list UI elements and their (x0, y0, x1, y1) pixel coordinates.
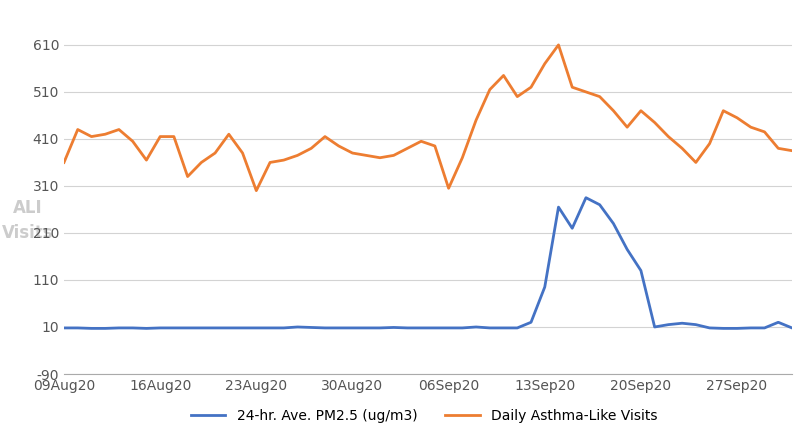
Daily Asthma-Like Visits (251, 188, 261, 193)
Daily Asthma-Like Visits (554, 42, 563, 48)
24-hr. Ave. PM2.5 (ug/m3) (59, 325, 69, 330)
Legend: 24-hr. Ave. PM2.5 (ug/m3), Daily Asthma-Like Visits: 24-hr. Ave. PM2.5 (ug/m3), Daily Asthma-… (185, 403, 663, 429)
Daily Asthma-Like Visits (498, 73, 508, 78)
24-hr. Ave. PM2.5 (ug/m3) (567, 226, 577, 231)
24-hr. Ave. PM2.5 (ug/m3) (498, 325, 508, 330)
Line: 24-hr. Ave. PM2.5 (ug/m3): 24-hr. Ave. PM2.5 (ug/m3) (64, 198, 792, 328)
Daily Asthma-Like Visits (581, 89, 590, 95)
24-hr. Ave. PM2.5 (ug/m3) (471, 324, 481, 330)
Daily Asthma-Like Visits (183, 174, 193, 179)
24-hr. Ave. PM2.5 (ug/m3) (348, 325, 358, 330)
Daily Asthma-Like Visits (513, 94, 522, 99)
Daily Asthma-Like Visits (348, 150, 358, 156)
24-hr. Ave. PM2.5 (ug/m3) (197, 325, 206, 330)
24-hr. Ave. PM2.5 (ug/m3) (581, 195, 590, 200)
Text: ALI
Visits: ALI Visits (2, 198, 54, 242)
Line: Daily Asthma-Like Visits: Daily Asthma-Like Visits (64, 45, 792, 191)
Daily Asthma-Like Visits (787, 148, 797, 153)
Daily Asthma-Like Visits (471, 117, 481, 123)
24-hr. Ave. PM2.5 (ug/m3) (787, 325, 797, 330)
24-hr. Ave. PM2.5 (ug/m3) (86, 326, 96, 331)
24-hr. Ave. PM2.5 (ug/m3) (513, 325, 522, 330)
Daily Asthma-Like Visits (59, 160, 69, 165)
